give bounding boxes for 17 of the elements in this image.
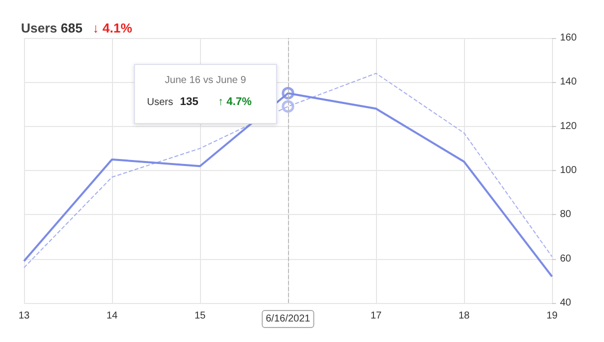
y-tick-label: 80	[560, 209, 572, 220]
x-tick-label: 18	[458, 310, 470, 322]
y-tick-label: 160	[560, 32, 578, 44]
y-tick-label: 60	[560, 253, 572, 264]
annotation: June 16 vs June 9	[164, 75, 248, 86]
x-tick-label: 6/16/2021	[266, 314, 311, 324]
y-tick-label: 100	[560, 165, 578, 176]
chart-title: Users 685 ↓ 4.1%	[21, 20, 133, 36]
x-tick-label: 13	[18, 310, 30, 322]
y-tick-label: 140	[560, 76, 578, 88]
x-tick-label: 17	[370, 310, 382, 322]
x-tick-label: 14	[106, 310, 118, 322]
x-tick-label: 15	[194, 310, 206, 322]
tooltip-card: June 16 vs June 9 Users 135 ↑ 4.7%	[134, 64, 277, 124]
x-tick-label: 19	[546, 310, 558, 322]
y-tick-label: 120	[560, 120, 578, 132]
y-tick-label: 40	[560, 298, 572, 308]
